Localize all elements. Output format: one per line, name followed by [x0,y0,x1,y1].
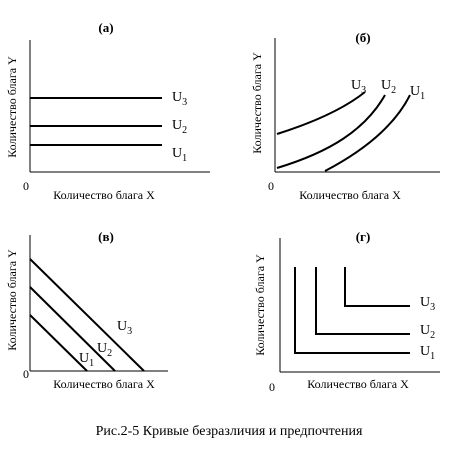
panel-a: (а) Количество блага Y Количество блага … [5,20,210,202]
panel-b-origin: 0 [268,179,274,193]
panel-a-label: (а) [98,20,113,35]
panel-v-curve-u2 [29,286,116,372]
panel-a-y-label: Количество блага Y [5,56,19,158]
panel-b: (б) Количество блага Y Количество блага … [250,30,440,202]
panel-g-curve-u2 [315,267,410,335]
panel-v-label: (в) [98,229,114,244]
panel-a-label-u2: U2 [172,118,187,136]
panel-a-label-u1: U1 [172,146,187,164]
panel-b-label-u2: U2 [381,78,396,96]
panel-b-curve-u3 [276,91,366,135]
panel-v-y-label: Количество блага Y [5,249,19,351]
panel-v-label-u3: U3 [117,319,132,337]
panel-g-label-u2: U2 [420,323,435,341]
panel-g-label-u1: U1 [420,344,435,362]
panel-v-label-u2: U2 [97,341,112,359]
figure-caption: Рис.2-5 Кривые безразличия и предпочтени… [95,424,363,439]
panel-b-label: (б) [355,30,370,45]
panel-g: (г) Количество блага Y Количество блага … [253,229,440,394]
panel-g-curve-u1 [294,267,410,354]
panel-b-label-u3: U3 [351,78,366,96]
panel-b-curve-u1 [324,94,411,172]
panel-g-label-u3: U3 [420,295,435,313]
panel-a-origin: 0 [23,179,29,193]
panel-g-curve-u3 [344,267,410,307]
panel-g-origin: 0 [269,380,275,394]
panel-v-label-u1: U1 [79,351,94,369]
panel-b-y-label: Количество блага Y [250,52,264,154]
panel-b-label-u1: U1 [410,84,425,102]
panel-g-x-label: Количество блага X [307,377,409,391]
panel-a-label-u3: U3 [172,90,187,108]
panel-v-curve-u3 [29,258,145,372]
panel-v-origin: 0 [23,367,29,381]
panel-b-curve-u2 [276,94,386,169]
panel-g-y-label: Количество блага Y [253,254,267,356]
panel-v: (в) Количество блага Y Количество блага … [5,229,168,391]
panel-g-label: (г) [356,229,371,244]
panel-v-x-label: Количество блага X [53,377,155,391]
panel-b-x-label: Количество блага X [299,188,401,202]
panel-v-curve-u1 [29,314,88,372]
panel-a-x-label: Количество блага X [53,188,155,202]
